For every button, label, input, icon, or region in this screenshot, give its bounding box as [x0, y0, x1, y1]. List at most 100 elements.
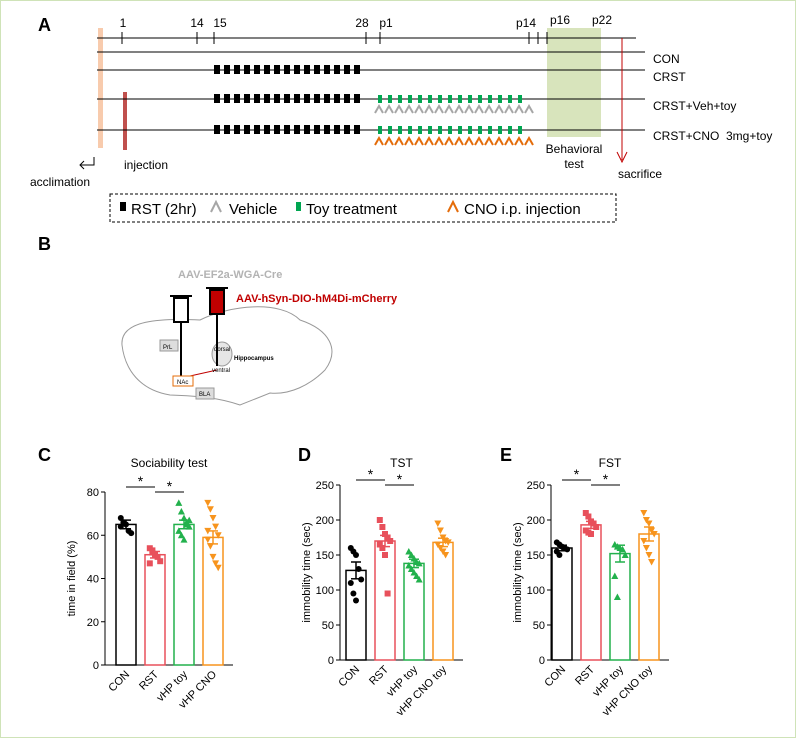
- day-label: p16: [550, 13, 570, 27]
- data-point: [209, 553, 217, 561]
- data-point: [209, 514, 217, 522]
- data-point: [444, 539, 452, 546]
- vehicle-mark: [374, 103, 384, 114]
- toy-mark: [478, 126, 482, 134]
- toy-mark: [458, 95, 462, 103]
- y-tick-label: 150: [527, 550, 545, 562]
- vehicle-mark: [454, 103, 464, 114]
- vehicle-mark: [514, 103, 524, 114]
- data-point: [128, 530, 135, 537]
- data-point: [154, 553, 161, 560]
- brain-outline: [121, 306, 333, 406]
- data-point: [206, 543, 214, 550]
- y-tick-label: 50: [533, 620, 545, 632]
- rst-mark: [304, 65, 310, 74]
- data-point: [376, 517, 383, 523]
- legend-text: Vehicle: [229, 201, 277, 218]
- x-tick-label: RST: [137, 668, 161, 692]
- data-point: [185, 516, 193, 524]
- legend-box: [109, 193, 617, 223]
- rst-mark: [354, 125, 360, 134]
- significance-label: *: [603, 471, 609, 487]
- x-tick-label: RST: [367, 663, 391, 687]
- data-point: [123, 521, 129, 528]
- data-point: [204, 499, 212, 507]
- rst-mark: [234, 94, 240, 103]
- data-point: [405, 548, 413, 555]
- data-point: [611, 572, 619, 579]
- legend-text: Toy treatment: [306, 201, 398, 218]
- data-point: [621, 551, 629, 558]
- panel-label: D: [298, 445, 311, 465]
- rst-mark: [324, 94, 330, 103]
- significance-label: *: [397, 471, 403, 487]
- toy-mark: [428, 126, 432, 134]
- data-point: [157, 558, 164, 565]
- data-point: [117, 514, 124, 521]
- toy-mark: [398, 95, 402, 103]
- toy-mark: [518, 126, 522, 134]
- panel-label: B: [38, 234, 51, 254]
- data-point: [585, 513, 592, 520]
- y-tick-label: 250: [527, 480, 545, 492]
- cno-mark: [464, 135, 474, 146]
- rst-mark: [294, 125, 300, 134]
- group-label: CON: [653, 52, 680, 66]
- rst-mark: [354, 65, 360, 74]
- y-axis-label: immobility time (sec): [301, 522, 313, 622]
- y-tick-label: 60: [87, 530, 99, 542]
- acclimation-label: acclimation: [30, 175, 90, 189]
- vehicle-mark: [464, 103, 474, 114]
- rst-mark: [314, 125, 320, 134]
- behavior-label: Behavioral: [546, 142, 603, 156]
- rst-mark: [344, 94, 350, 103]
- data-point: [582, 510, 589, 516]
- x-tick-label: CON: [336, 664, 362, 690]
- behavior-window: [547, 28, 601, 137]
- bar: [609, 552, 631, 661]
- injection-bar: [123, 92, 127, 150]
- behavior-label: test: [564, 157, 584, 171]
- region-box: [172, 375, 194, 387]
- toy-mark: [388, 95, 392, 103]
- chart-title: FST: [599, 456, 622, 470]
- virus-label: AAV-hSyn-DIO-hM4Di-mCherry: [236, 293, 398, 305]
- data-point: [564, 546, 571, 553]
- bar: [551, 547, 573, 661]
- toy-mark: [378, 95, 382, 103]
- cno-mark: [384, 135, 394, 146]
- rst-mark: [314, 94, 320, 103]
- y-axis-label: time in field (%): [66, 541, 78, 617]
- y-tick-label: 50: [322, 620, 334, 632]
- data-point: [442, 552, 450, 559]
- rst-mark: [324, 65, 330, 74]
- toy-mark: [518, 95, 522, 103]
- day-label: 14: [190, 16, 204, 30]
- rst-mark: [234, 125, 240, 134]
- data-point: [149, 547, 156, 554]
- bar: [144, 553, 166, 666]
- legend-text: CNO i.p. injection: [464, 201, 581, 218]
- cno-mark: [414, 135, 424, 146]
- data-point: [204, 536, 212, 544]
- data-point: [180, 536, 188, 543]
- x-tick-label: RST: [573, 663, 597, 687]
- rst-mark: [244, 125, 250, 134]
- data-point: [645, 552, 653, 559]
- group-label: CRST+CNO 3mg+toy: [653, 129, 772, 143]
- toy-mark: [508, 95, 512, 103]
- cno-mark: [494, 135, 504, 146]
- data-point: [642, 517, 650, 524]
- rst-mark: [284, 125, 290, 134]
- significance-label: *: [368, 466, 374, 482]
- toy-mark: [438, 95, 442, 103]
- toy-mark: [468, 95, 472, 103]
- data-point: [177, 531, 185, 539]
- data-point: [415, 576, 423, 583]
- day-label: p22: [592, 13, 612, 27]
- toy-mark: [448, 126, 452, 134]
- data-point: [650, 531, 658, 538]
- region-label: BLA: [199, 392, 210, 398]
- data-point: [593, 524, 600, 530]
- toy-mark: [378, 126, 382, 134]
